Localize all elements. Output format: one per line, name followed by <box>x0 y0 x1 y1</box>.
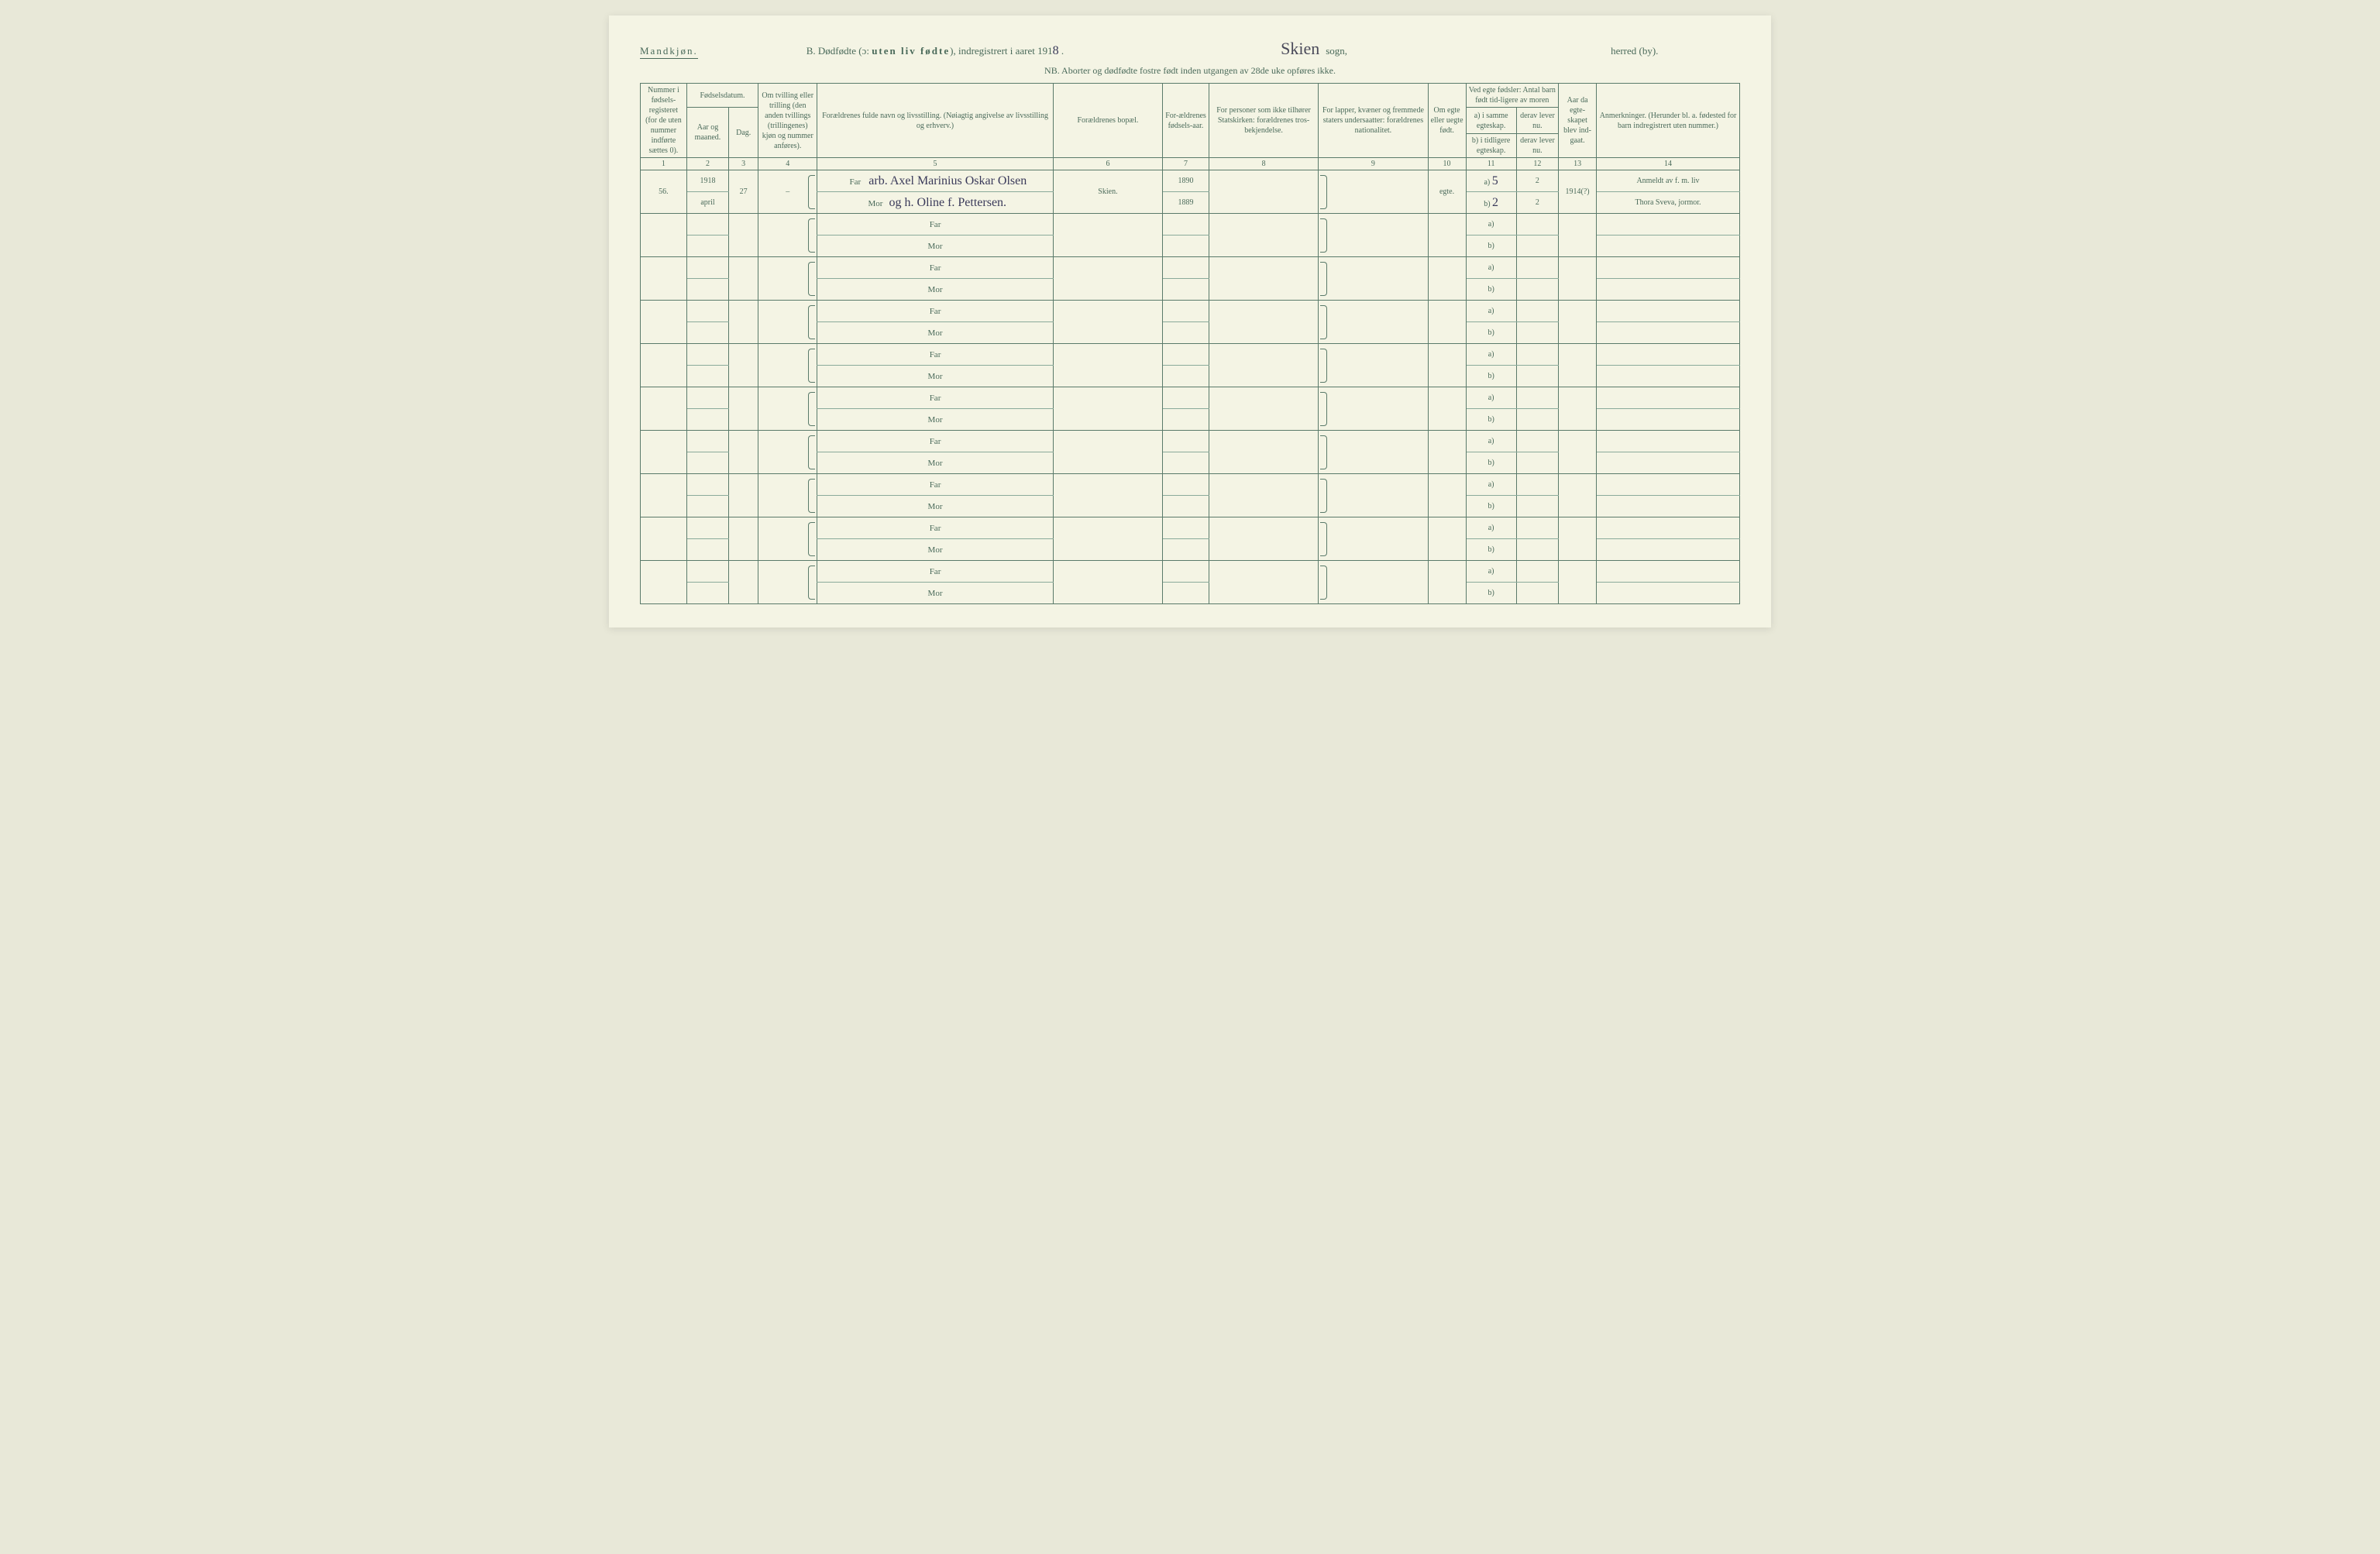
col-header-6: Forældrenes bopæl. <box>1053 84 1162 158</box>
entry-legitimate: egte. <box>1428 170 1466 214</box>
entry-twin: – <box>758 170 817 214</box>
col-header-12a: derav lever nu. <box>1516 108 1558 134</box>
blank-row-far: Fara) <box>641 301 1740 322</box>
entry-11a: a) 5 <box>1466 170 1516 192</box>
column-numbers-row: 1 2 3 4 5 6 7 8 9 10 11 12 13 14 <box>641 158 1740 170</box>
entry-remark1: Anmeldt av f. m. liv <box>1597 170 1740 192</box>
father-cell: Far arb. Axel Marinius Oskar Olsen <box>817 170 1053 192</box>
registry-table: Nummer i fødsels-registeret (for de uten… <box>640 83 1740 604</box>
col-header-3: Dag. <box>729 108 758 158</box>
entry-row-far: 56. 1918 27 – Far arb. Axel Marinius Osk… <box>641 170 1740 192</box>
blank-row-far: Fara) <box>641 474 1740 496</box>
col-header-11-12: Ved egte fødsler: Antal barn født tid-li… <box>1466 84 1559 108</box>
col-header-1: Nummer i fødsels-registeret (for de uten… <box>641 84 687 158</box>
mother-cell: Mor og h. Oline f. Pettersen. <box>817 192 1053 214</box>
col-header-2: Aar og maaned. <box>686 108 728 158</box>
parish-handwritten: Skien <box>1281 39 1319 59</box>
blank-row-far: Fara) <box>641 344 1740 366</box>
entry-year: 1918 <box>686 170 728 192</box>
entry-remark2: Thora Sveva, jormor. <box>1597 192 1740 214</box>
mother-name: og h. Oline f. Pettersen. <box>889 196 1007 209</box>
col-header-4: Om tvilling eller trilling (den anden tv… <box>758 84 817 158</box>
col-header-13: Aar da egte-skapet blev ind-gaat. <box>1559 84 1597 158</box>
entry-religion <box>1209 170 1318 214</box>
col-header-8: For personer som ikke tilhører Statskirk… <box>1209 84 1318 158</box>
blank-row-far: Fara) <box>641 214 1740 236</box>
blank-row-far: Fara) <box>641 387 1740 409</box>
col-header-5: Forældrenes fulde navn og livsstilling. … <box>817 84 1053 158</box>
col-header-12b: derav lever nu. <box>1516 134 1558 158</box>
father-year: 1890 <box>1163 170 1209 192</box>
entry-day: 27 <box>729 170 758 214</box>
entry-marriage-year: 1914(?) <box>1559 170 1597 214</box>
nb-line: NB. Aborter og dødfødte fostre født inde… <box>640 65 1740 77</box>
entry-month: april <box>686 192 728 214</box>
col-header-9: For lapper, kvæner og fremmede staters u… <box>1319 84 1428 158</box>
table-header: Nummer i fødsels-registeret (for de uten… <box>641 84 1740 170</box>
herred-label: herred (by). <box>1611 45 1658 57</box>
col-header-11b: b) i tidligere egteskap. <box>1466 134 1516 158</box>
blank-row-far: Fara) <box>641 431 1740 452</box>
document-page: Mandkjøn. B. Dødfødte (ɔ: uten liv fødte… <box>609 15 1771 627</box>
gender-label: Mandkjøn. <box>640 45 698 59</box>
entry-12a: 2 <box>1516 170 1558 192</box>
entry-11b: b) 2 <box>1466 192 1516 214</box>
col-header-10: Om egte eller uegte født. <box>1428 84 1466 158</box>
table-body: 56. 1918 27 – Far arb. Axel Marinius Osk… <box>641 170 1740 604</box>
father-name: arb. Axel Marinius Oskar Olsen <box>868 174 1027 187</box>
col-header-11a: a) i samme egteskap. <box>1466 108 1516 134</box>
entry-number: 56. <box>641 170 687 214</box>
mother-year: 1889 <box>1163 192 1209 214</box>
header-row: Mandkjøn. B. Dødfødte (ɔ: uten liv fødte… <box>640 39 1740 59</box>
blank-row-far: Fara) <box>641 561 1740 583</box>
col-header-2-3: Fødselsdatum. <box>686 84 758 108</box>
blank-row-far: Fara) <box>641 257 1740 279</box>
blank-row-far: Fara) <box>641 517 1740 539</box>
col-header-7: For-ældrenes fødsels-aar. <box>1163 84 1209 158</box>
entry-nationality <box>1319 170 1428 214</box>
entry-residence: Skien. <box>1053 170 1162 214</box>
form-title: B. Dødfødte (ɔ: uten liv fødte), indregi… <box>807 44 1064 58</box>
sogn-label: sogn, <box>1326 45 1347 57</box>
col-header-14: Anmerkninger. (Herunder bl. a. fødested … <box>1597 84 1740 158</box>
entry-12b: 2 <box>1516 192 1558 214</box>
